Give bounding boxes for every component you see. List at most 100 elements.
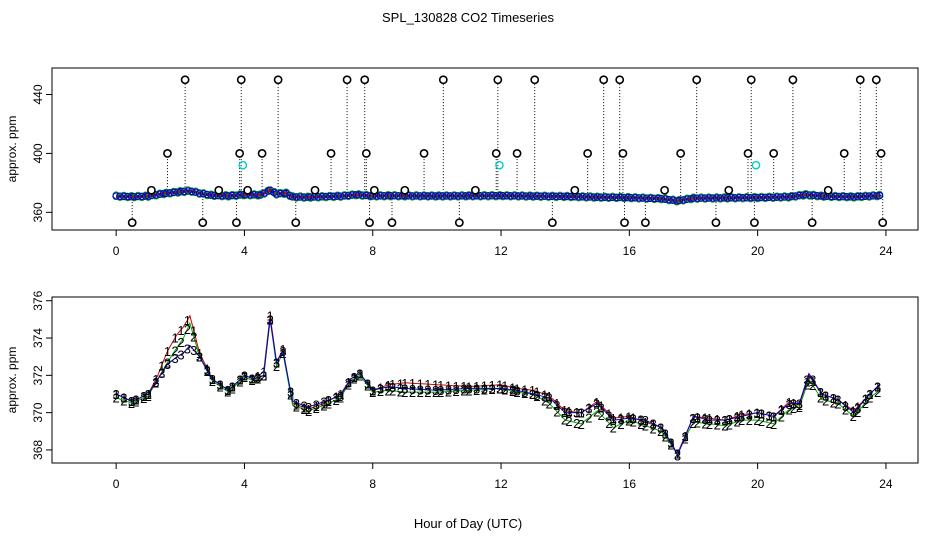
bottom-marker-2: 2: [817, 391, 824, 406]
top-point-3: [404, 192, 413, 200]
bottom-marker-2: 2: [770, 417, 777, 432]
bottom-marker-1: 1: [254, 369, 261, 384]
bottom-marker-1: 1: [409, 376, 416, 391]
bottom-marker-2: 2: [445, 384, 452, 399]
top-point-3: [438, 192, 447, 200]
top-point-3: [750, 193, 759, 202]
outlier-point: [570, 185, 580, 195]
bottom-marker-3: 3: [209, 372, 216, 387]
bottom-marker-3: 3: [337, 389, 344, 404]
top-point-3: [503, 191, 511, 200]
bottom-marker-2: 2: [145, 389, 152, 404]
bottom-marker-2: 2: [630, 414, 637, 429]
bottom-marker-2: 2: [529, 387, 536, 402]
bottom-marker-3: 3: [785, 397, 792, 412]
top-point-3: [769, 193, 777, 202]
top-point-3: [176, 187, 185, 196]
top-point-3: [739, 193, 747, 202]
bottom-marker-1: 1: [172, 331, 179, 346]
bottom-marker-2: 2: [796, 400, 803, 415]
top-point-3: [533, 192, 541, 200]
bottom-marker-2: 2: [501, 382, 508, 397]
outlier-point: [365, 218, 374, 228]
bottom-marker-2: 2: [803, 378, 810, 393]
bottom-marker-3: 3: [254, 371, 261, 386]
top-point-3: [340, 191, 349, 200]
bottom-marker-1: 1: [164, 344, 171, 359]
top-point-3: [116, 192, 124, 201]
bottom-marker-3: 3: [356, 366, 363, 381]
bottom-marker-3: 3: [313, 397, 320, 412]
bottom-marker-2: 2: [481, 382, 488, 397]
bottom-marker-1: 1: [809, 374, 816, 389]
bottom-marker-3: 3: [642, 413, 649, 428]
bottom-marker-1: 1: [158, 359, 165, 374]
bottom-x-tick-label: 0: [113, 477, 120, 491]
bottom-marker-2: 2: [605, 416, 612, 431]
top-point-3: [720, 194, 729, 202]
bottom-marker-1: 1: [758, 407, 765, 422]
bottom-marker-3: 3: [172, 351, 179, 366]
bottom-marker-3: 3: [809, 373, 816, 388]
top-point-3: [842, 192, 851, 201]
bottom-marker-2: 2: [128, 396, 135, 411]
bottom-marker-3: 3: [529, 387, 536, 402]
top-point-3: [776, 193, 785, 201]
bottom-marker-2: 2: [465, 383, 472, 398]
top-point-3: [272, 190, 281, 198]
bottom-marker-3: 3: [850, 405, 857, 420]
bottom-marker-2: 2: [822, 393, 829, 408]
bottom-marker-2: 2: [140, 391, 147, 406]
bottom-marker-2: 2: [637, 417, 644, 432]
bottom-marker-3: 3: [803, 372, 810, 387]
bottom-marker-2: 2: [132, 395, 139, 410]
bottom-marker-2: 2: [753, 413, 760, 428]
bottom-marker-1: 1: [605, 407, 612, 422]
bottom-marker-1: 1: [578, 406, 585, 421]
bottom-marker-2: 2: [496, 381, 503, 396]
bottom-marker-3: 3: [320, 395, 327, 410]
bottom-marker-3: 3: [113, 387, 120, 402]
bottom-marker-3: 3: [854, 401, 861, 416]
bottom-marker-3: 3: [177, 347, 184, 362]
bottom-marker-2: 2: [184, 322, 191, 337]
outlier-point: [769, 149, 779, 158]
top-point-3: [746, 193, 755, 202]
outlier-point: [676, 149, 686, 158]
top-point-3: [344, 191, 353, 200]
top-point-3: [540, 192, 549, 201]
bottom-marker-2: 2: [830, 395, 837, 410]
bottom-marker-3: 3: [229, 380, 236, 395]
top-point-3: [228, 191, 237, 200]
top-point-3: [329, 192, 338, 201]
bottom-marker-3: 3: [541, 390, 548, 405]
top-point-3: [586, 193, 595, 201]
top-point-3: [322, 192, 330, 201]
bottom-marker-3: 3: [140, 389, 147, 404]
top-point-3: [646, 194, 655, 203]
bottom-marker-1: 1: [266, 309, 273, 324]
bottom-marker-1: 1: [432, 378, 439, 393]
bottom-x-tick-label: 4: [241, 477, 248, 491]
top-point-3: [590, 193, 598, 201]
top-point-3: [224, 192, 233, 200]
top-point-3: [152, 191, 160, 199]
bottom-marker-2: 2: [364, 378, 371, 393]
bottom-marker-3: 3: [561, 405, 568, 420]
top-series-layer: [112, 75, 888, 228]
bottom-marker-3: 3: [778, 403, 785, 418]
bottom-marker-1: 1: [279, 342, 286, 357]
bottom-marker-2: 2: [726, 417, 733, 432]
top-point-3: [130, 192, 138, 201]
cyan-point: [495, 160, 504, 170]
top-point-3: [631, 193, 639, 202]
bottom-marker-1: 1: [701, 411, 708, 426]
outlier-point: [291, 218, 301, 228]
bottom-marker-3: 3: [158, 366, 165, 381]
bottom-marker-2: 2: [610, 421, 617, 436]
top-point-3: [518, 192, 527, 200]
bottom-marker-1: 1: [300, 400, 307, 415]
bottom-marker-3: 3: [266, 312, 273, 327]
